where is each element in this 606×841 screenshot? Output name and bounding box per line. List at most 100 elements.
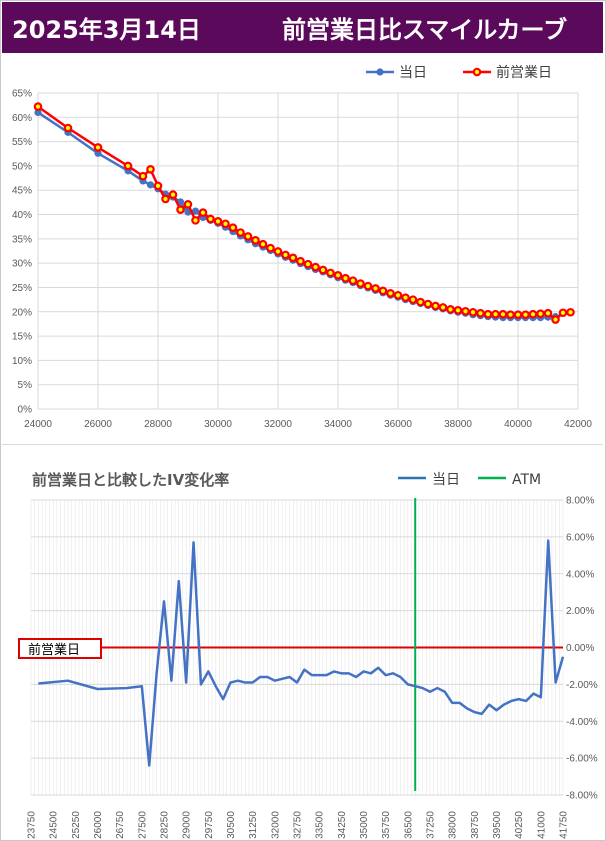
y-tick-label: 10%	[12, 356, 32, 367]
data-point-prev-day	[266, 243, 275, 253]
data-point-prev-day	[371, 284, 380, 293]
y-tick-label: -8.00%	[566, 791, 598, 802]
data-point-prev-day	[521, 310, 530, 319]
data-point-prev-day	[146, 165, 155, 174]
data-point-prev-day	[498, 309, 508, 319]
data-point-today	[94, 149, 102, 157]
legend-marker	[376, 68, 384, 76]
x-tick-label: 42000	[564, 419, 592, 430]
data-point-prev-day	[558, 308, 568, 318]
data-point-prev-day	[506, 310, 515, 319]
series-line-today	[38, 539, 565, 767]
x-tick-label: 38000	[448, 811, 459, 839]
data-point-prev-day	[333, 271, 343, 280]
y-tick-label: 45%	[12, 186, 32, 197]
data-point-prev-day	[386, 288, 395, 298]
legend-label: 当日	[399, 65, 427, 81]
x-tick-label: 40000	[504, 419, 532, 430]
data-point-prev-day	[363, 281, 373, 291]
data-point-prev-day	[273, 247, 283, 256]
y-tick-label: 30%	[12, 259, 32, 270]
data-point-today	[34, 108, 42, 117]
data-point-prev-day	[206, 214, 215, 224]
data-point-prev-day	[236, 228, 245, 237]
reference-line-label: 前営業日	[18, 638, 102, 659]
header-banner: 2025年3月14日 前営業日比スマイルカーブ	[2, 2, 603, 53]
x-tick-label: 23750	[27, 811, 38, 839]
x-tick-label: 24000	[24, 419, 52, 430]
x-tick-label: 39500	[492, 811, 503, 839]
data-point-prev-day	[161, 194, 170, 204]
data-point-prev-day	[423, 299, 433, 309]
x-tick-label: 35750	[381, 811, 392, 839]
data-point-prev-day	[431, 301, 440, 311]
data-point-prev-day	[138, 171, 148, 181]
y-tick-label: 5%	[18, 380, 33, 391]
data-point-prev-day	[191, 216, 200, 225]
legend-label: 前営業日	[496, 64, 552, 81]
x-tick-label: 41000	[536, 811, 547, 839]
x-tick-label: 25250	[71, 811, 82, 839]
data-point-prev-day	[438, 303, 448, 312]
data-point-prev-day	[153, 181, 163, 191]
data-point-prev-day	[543, 308, 553, 318]
data-point-prev-day	[176, 205, 185, 214]
y-tick-label: 50%	[12, 161, 32, 172]
data-point-prev-day	[326, 268, 335, 278]
x-tick-label: 34000	[324, 419, 352, 430]
x-tick-label: 29750	[204, 811, 215, 839]
x-tick-label: 38750	[470, 811, 481, 839]
data-point-prev-day	[393, 290, 403, 300]
data-point-today	[146, 181, 155, 189]
data-point-prev-day	[453, 306, 463, 315]
y-tick-label: 4.00%	[566, 569, 594, 580]
x-tick-label: 32000	[264, 419, 292, 430]
data-point-today	[191, 207, 200, 215]
data-point-prev-day	[513, 310, 523, 319]
data-point-prev-day	[221, 219, 230, 229]
data-point-prev-day	[491, 309, 500, 319]
y-tick-label: 35%	[12, 234, 32, 245]
data-point-prev-day	[528, 309, 538, 319]
data-point-prev-day	[461, 306, 470, 316]
data-point-prev-day	[378, 286, 388, 296]
data-point-prev-day	[281, 250, 290, 260]
y-tick-label: 8.00%	[566, 496, 594, 507]
y-tick-label: 60%	[12, 113, 32, 124]
data-point-prev-day	[446, 305, 455, 314]
data-point-prev-day	[341, 273, 350, 283]
data-point-prev-day	[348, 276, 358, 285]
report-date: 2025年3月14日	[12, 16, 201, 44]
x-tick-label: 30000	[204, 419, 232, 430]
data-point-prev-day	[311, 262, 320, 272]
y-tick-label: 0.00%	[566, 643, 594, 654]
data-point-prev-day	[243, 232, 253, 241]
data-point-prev-day	[566, 307, 575, 317]
data-point-prev-day	[296, 256, 305, 266]
y-tick-label: 25%	[12, 283, 32, 294]
y-tick-label: 2.00%	[566, 606, 594, 617]
data-point-prev-day	[476, 308, 485, 318]
legend-label: ATM	[512, 472, 541, 488]
data-point-prev-day	[288, 253, 298, 263]
data-point-prev-day	[401, 293, 410, 302]
data-point-prev-day	[318, 265, 328, 275]
x-tick-label: 32000	[270, 811, 281, 839]
x-tick-label: 40250	[514, 811, 525, 839]
legend-marker	[472, 67, 482, 77]
x-tick-label: 27500	[137, 811, 148, 839]
x-tick-label: 32750	[293, 811, 304, 839]
data-point-prev-day	[168, 190, 178, 199]
y-tick-label: -2.00%	[566, 680, 598, 691]
data-point-prev-day	[198, 208, 208, 217]
x-tick-label: 35000	[359, 811, 370, 839]
x-tick-label: 31250	[248, 811, 259, 839]
data-point-prev-day	[251, 236, 260, 245]
y-tick-label: 65%	[12, 89, 32, 100]
data-point-prev-day	[536, 309, 545, 319]
report-title: 前営業日比スマイルカーブ	[282, 16, 568, 44]
data-point-prev-day	[468, 307, 478, 317]
x-tick-label: 30500	[226, 811, 237, 839]
x-tick-label: 34250	[337, 811, 348, 839]
